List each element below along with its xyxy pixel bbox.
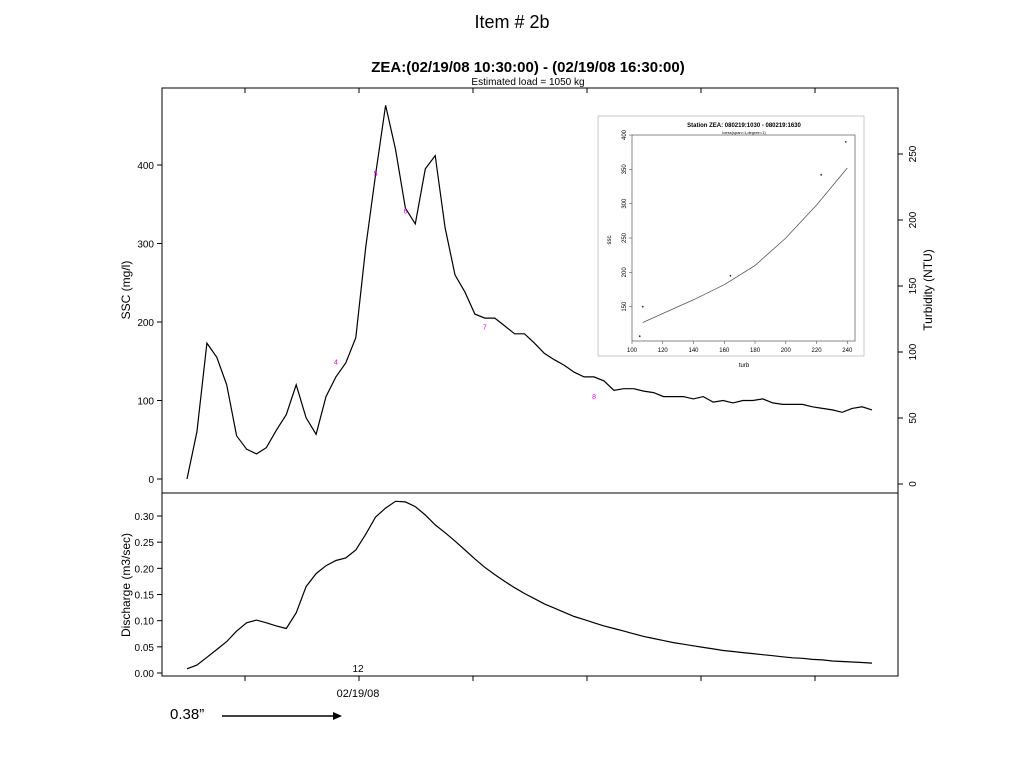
sample-marker: 6 — [403, 209, 407, 216]
turbidity-tick-label: 50 — [908, 412, 919, 424]
inset-x-tick-label: 140 — [689, 348, 700, 354]
inset-point — [820, 173, 823, 176]
turbidity-tick-label: 0 — [908, 481, 919, 487]
inset-point — [729, 274, 732, 277]
ssc-tick-label: 200 — [137, 318, 154, 329]
discharge-tick-label: 0.15 — [135, 591, 155, 602]
discharge-tick-label: 0.20 — [135, 564, 155, 575]
inset-title: Station ZEA: 080219:1030 - 080219:1630 — [687, 123, 801, 129]
turbidity-tick-label: 100 — [908, 343, 919, 360]
discharge-tick-label: 0.30 — [135, 512, 155, 523]
inset-x-tick-label: 180 — [750, 348, 761, 354]
chart-subtitle: Estimated load = 1050 kg — [471, 77, 584, 88]
inset-point — [638, 335, 641, 338]
inset-x-tick-label: 240 — [842, 348, 853, 354]
arrow-head — [333, 712, 342, 720]
inset-frame — [597, 115, 865, 357]
sample-marker: 8 — [592, 394, 596, 401]
inset-x-tick-label: 200 — [781, 348, 792, 354]
inset-x-tick-label: 120 — [658, 348, 669, 354]
discharge-tick-label: 0.05 — [135, 643, 155, 654]
inset-y-tick-label: 400 — [622, 129, 628, 140]
slide-title: Item # 2b — [474, 12, 550, 32]
inset-x-label: turb — [739, 363, 750, 369]
turbidity-axis-label: Turbidity (NTU) — [921, 249, 935, 331]
discharge-series-line — [186, 500, 873, 670]
ssc-tick-label: 400 — [137, 161, 154, 172]
chart-title: ZEA:(02/19/08 10:30:00) - (02/19/08 16:3… — [371, 59, 685, 76]
discharge-tick-label: 0.10 — [135, 617, 155, 628]
inset-y-tick-label: 250 — [622, 232, 628, 243]
inset-point — [844, 140, 847, 143]
inset-x-tick-label: 100 — [627, 348, 638, 354]
inset-x-tick-label: 160 — [719, 348, 730, 354]
inset-y-tick-label: 350 — [622, 164, 628, 175]
discharge-axis-label: Discharge (m3/sec) — [119, 533, 133, 637]
sample-marker: 7 — [483, 325, 487, 332]
date-label: 02/19/08 — [337, 688, 380, 700]
inset-y-tick-label: 150 — [622, 301, 628, 312]
turbidity-tick-label: 250 — [908, 145, 919, 162]
ssc-tick-label: 300 — [137, 240, 154, 251]
ssc-axis-label: SSC (mg/l) — [119, 261, 133, 320]
arrow-annotation: 0.38” — [170, 706, 205, 723]
discharge-plot-frame — [161, 492, 899, 677]
inset-x-tick-label: 220 — [812, 348, 823, 354]
hour-label: 12 — [352, 664, 364, 675]
turbidity-tick-label: 150 — [908, 277, 919, 294]
inset-fit-curve — [642, 167, 848, 323]
discharge-tick-label: 0.25 — [135, 538, 155, 549]
ssc-series-line — [186, 105, 873, 480]
inset-subtitle: loess(span=1,degree=1) — [722, 130, 766, 135]
sample-marker: 4 — [334, 359, 338, 366]
inset-y-tick-label: 300 — [622, 198, 628, 209]
inset-y-tick-label: 200 — [622, 267, 628, 278]
ssc-tick-label: 100 — [137, 397, 154, 408]
inset-point — [641, 305, 644, 308]
sample-marker: 5 — [374, 171, 378, 178]
turbidity-tick-label: 200 — [908, 211, 919, 228]
ssc-tick-label: 0 — [148, 475, 154, 486]
discharge-tick-label: 0.00 — [135, 669, 155, 680]
inset-y-label: ssc — [607, 236, 613, 245]
